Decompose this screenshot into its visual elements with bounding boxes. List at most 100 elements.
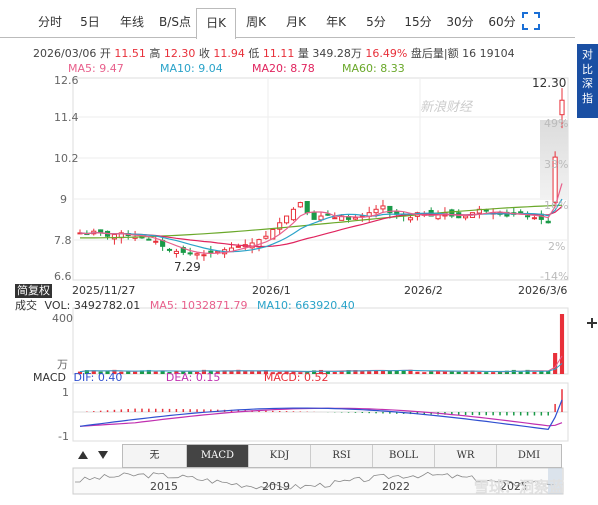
candle-body[interactable] <box>552 156 558 204</box>
ma10-line <box>79 198 563 253</box>
macd-dif: DIF: 0.40 <box>73 371 123 384</box>
volume-bar <box>167 371 172 374</box>
candle-body[interactable] <box>194 253 200 256</box>
volume-bar <box>98 371 103 374</box>
volume-bar <box>243 371 248 374</box>
volume-bar <box>442 371 448 374</box>
indicator-tab-rsi[interactable]: RSI <box>311 445 373 467</box>
volume-bar <box>353 370 358 374</box>
overview-line <box>75 471 556 490</box>
candle-body[interactable] <box>525 215 531 218</box>
tab-daily-k[interactable]: 日K <box>196 8 236 39</box>
candle-body[interactable] <box>201 254 207 257</box>
candle-body[interactable] <box>449 209 455 217</box>
macd-dif-line <box>79 399 563 430</box>
candle-body[interactable] <box>111 234 117 240</box>
candle-body[interactable] <box>263 235 269 239</box>
volume-bar <box>277 371 282 374</box>
candle-body[interactable] <box>146 238 152 241</box>
pct-axis-3: 16% <box>544 199 569 212</box>
candle-body[interactable] <box>545 220 551 224</box>
candle-body[interactable] <box>235 245 241 248</box>
prev-indicator-icon[interactable] <box>76 448 90 462</box>
candle-body[interactable] <box>325 213 331 216</box>
high-annotation: 12.30 <box>532 76 567 90</box>
sina-watermark: 新浪财经 <box>420 100 473 115</box>
indicator-tab-wr[interactable]: WR <box>435 445 497 467</box>
tab-bs-point[interactable]: B/S点 <box>159 15 191 29</box>
candle-body[interactable] <box>304 201 310 214</box>
candle-body[interactable] <box>311 212 317 220</box>
candle-body[interactable] <box>153 240 159 243</box>
volume-ma5-line <box>79 355 563 373</box>
tab-15min[interactable]: 15分 <box>404 15 432 29</box>
volume-bar <box>497 371 503 374</box>
volume-bar <box>374 370 379 374</box>
candle-body[interactable] <box>332 217 338 220</box>
indicator-tab-boll[interactable]: BOLL <box>373 445 435 467</box>
volume-bar <box>484 372 489 374</box>
volume-bar <box>422 372 427 374</box>
tab-5day[interactable]: 5日 <box>80 15 100 29</box>
candle-body[interactable] <box>373 208 379 214</box>
volume-bar <box>181 371 186 374</box>
indicator-tab-macd[interactable]: MACD <box>187 445 249 467</box>
volume-bar <box>456 371 461 374</box>
ma60-legend: MA60: 8.33 <box>342 62 405 75</box>
candle-body[interactable] <box>166 248 173 251</box>
price-axis-4: 9 <box>60 193 67 206</box>
candle-body[interactable] <box>352 217 358 220</box>
candle-body[interactable] <box>187 252 193 255</box>
volume-bar <box>429 371 434 374</box>
candle-body[interactable] <box>407 217 414 221</box>
candle-body[interactable] <box>173 250 179 255</box>
tab-5min[interactable]: 5分 <box>366 15 386 29</box>
candle-body[interactable] <box>180 247 186 253</box>
volume-bar <box>339 370 344 374</box>
compare-index-button[interactable]: 对 比 深 指 <box>577 44 598 118</box>
adjust-toggle[interactable]: 简复权 <box>15 284 52 298</box>
volume-title: 成交 <box>15 299 37 312</box>
compare-char-2: 比 <box>582 62 593 76</box>
tab-weekly-k[interactable]: 周K <box>246 15 266 29</box>
next-indicator-icon[interactable] <box>96 448 110 462</box>
candle-body[interactable] <box>559 99 565 116</box>
macd-dea: DEA: 0.15 <box>165 371 221 384</box>
candle-body[interactable] <box>215 250 221 254</box>
overview-window[interactable] <box>548 468 562 494</box>
candle-body[interactable] <box>284 215 290 224</box>
candle-body[interactable] <box>339 215 345 221</box>
tab-year-line[interactable]: 年线 <box>119 15 144 29</box>
fullscreen-icon[interactable] <box>522 12 540 30</box>
tab-underline-left <box>0 37 196 38</box>
candle-body[interactable] <box>380 205 386 210</box>
volume-bar <box>112 369 117 374</box>
volume-bar <box>215 371 220 374</box>
tab-monthly-k[interactable]: 月K <box>286 15 306 29</box>
candle-body[interactable] <box>297 202 303 208</box>
pct-axis-1: 49% <box>544 117 569 130</box>
volume-bar <box>222 370 227 374</box>
volume-label: 量 <box>297 47 309 60</box>
tab-30min[interactable]: 30分 <box>446 15 474 29</box>
volume-bar <box>139 370 145 374</box>
tab-minute[interactable]: 分时 <box>37 15 62 29</box>
volume-ma5: MA5: 1032871.79 <box>149 299 248 312</box>
tab-60min[interactable]: 60分 <box>488 15 516 29</box>
candle-body[interactable] <box>531 217 538 220</box>
candle-body[interactable] <box>277 222 283 230</box>
candle-body[interactable] <box>387 205 393 214</box>
indicator-tab-none[interactable]: 无 <box>123 445 187 467</box>
volume-bar <box>105 371 110 374</box>
volume-bars <box>77 314 565 374</box>
volume-bar <box>126 371 131 374</box>
volume-bar <box>539 370 544 374</box>
candle-body[interactable] <box>290 208 297 221</box>
candle-body[interactable] <box>518 211 524 214</box>
indicator-tab-dmi[interactable]: DMI <box>517 450 541 461</box>
pct-axis-5: -14% <box>540 270 569 283</box>
candle-body[interactable] <box>483 209 489 212</box>
candle-body[interactable] <box>463 215 469 219</box>
tab-yearly-k[interactable]: 年K <box>326 15 346 29</box>
indicator-tab-kdj[interactable]: KDJ <box>249 445 311 467</box>
